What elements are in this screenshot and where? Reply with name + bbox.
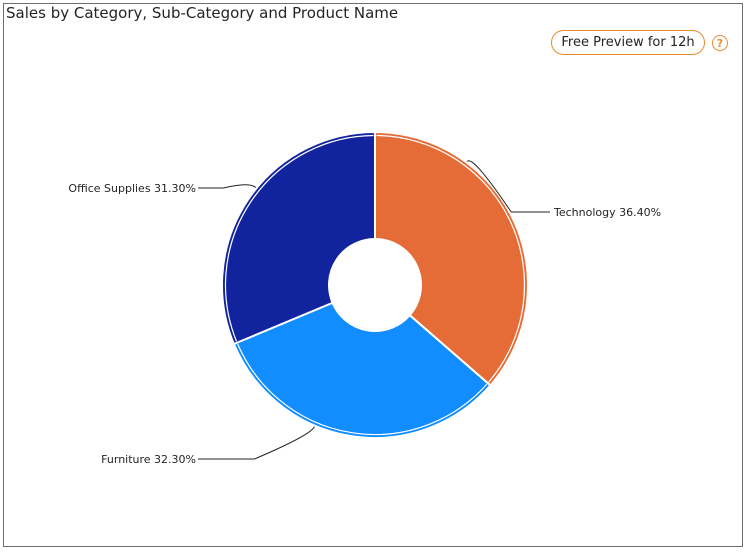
donut-slice-ring — [376, 134, 526, 383]
question-circle-icon[interactable]: ? — [712, 35, 728, 51]
data-label-technology: Technology 36.40% — [553, 206, 661, 219]
leader-line — [198, 184, 257, 189]
leader-line — [198, 426, 315, 460]
leader-line — [466, 160, 550, 213]
chart-title: Sales by Category, Sub-Category and Prod… — [6, 4, 399, 22]
free-preview-button[interactable]: Free Preview for 12h — [551, 30, 705, 55]
donut-slice-furniture[interactable] — [232, 301, 492, 439]
donut-slice-ring — [237, 343, 488, 436]
data-label-office-supplies: Office Supplies 31.30% — [68, 182, 196, 195]
data-label-furniture: Furniture 32.30% — [101, 453, 196, 466]
donut-slice-technology[interactable] — [374, 130, 529, 387]
donut-slice-ring — [224, 134, 374, 342]
donut-slice-office-supplies[interactable] — [221, 130, 376, 346]
visual-container — [3, 3, 743, 547]
